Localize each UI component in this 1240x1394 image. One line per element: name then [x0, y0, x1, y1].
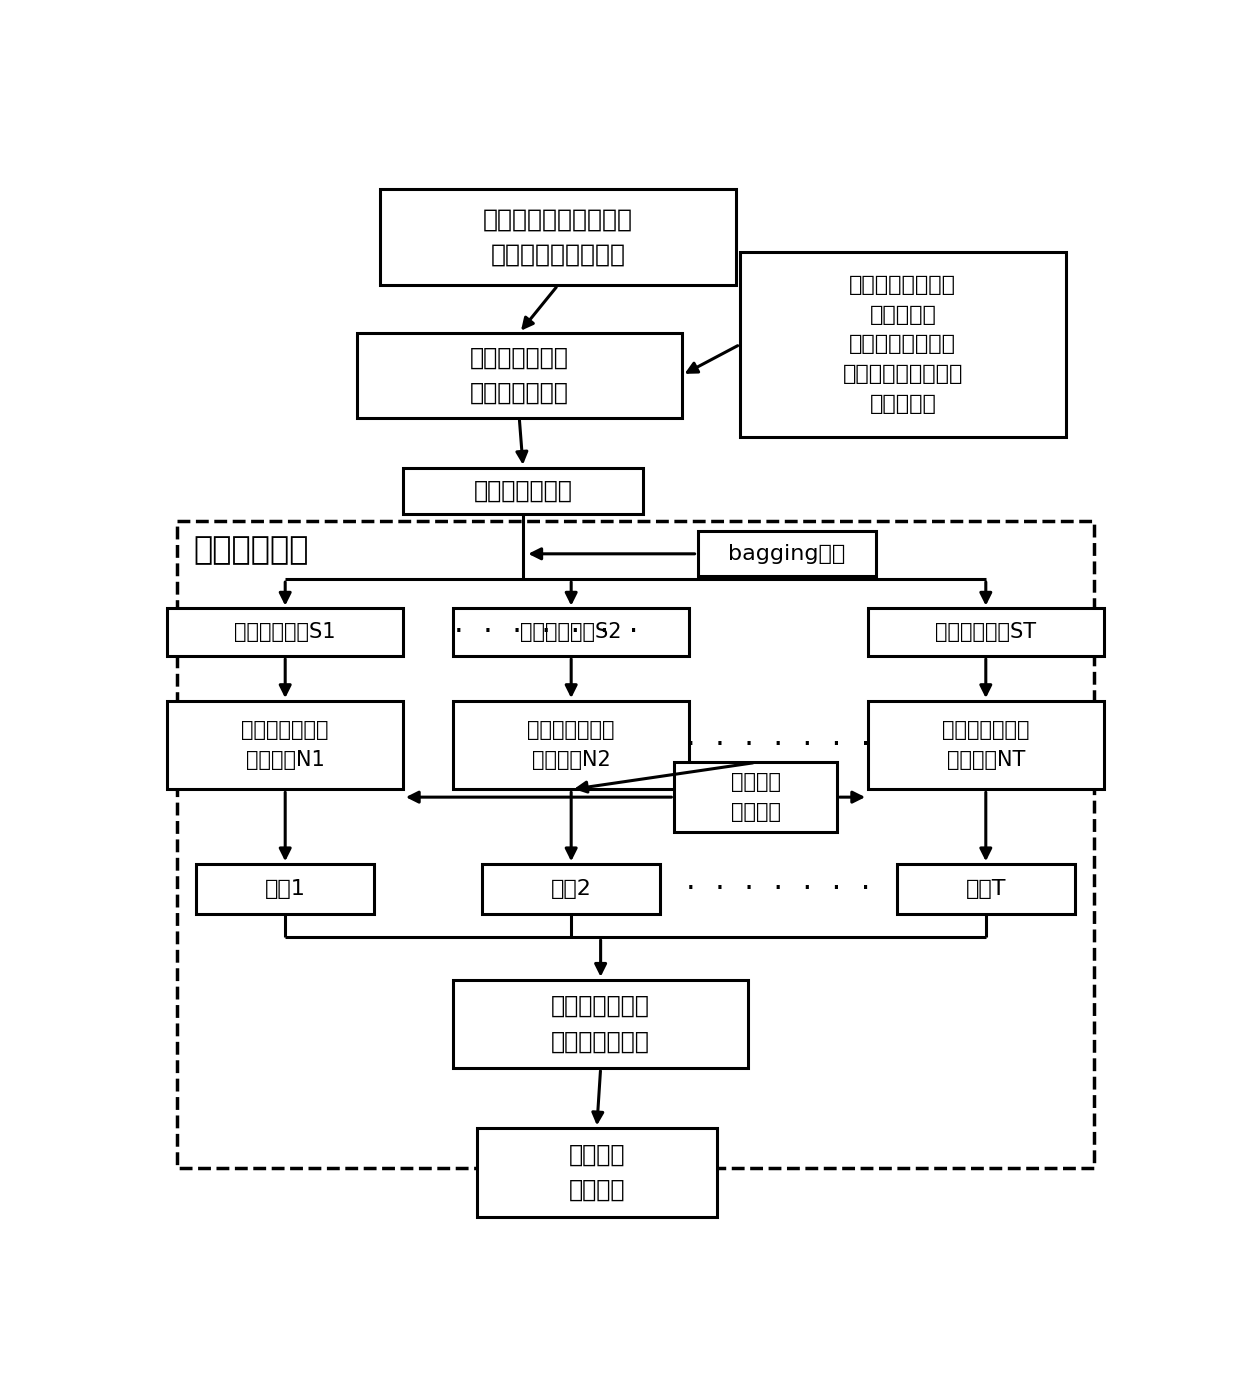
Bar	[454, 980, 748, 1068]
Bar	[868, 609, 1104, 657]
Text: 结果2: 结果2	[551, 880, 591, 899]
Text: 基于加权平均法
的神经网络集成: 基于加权平均法 的神经网络集成	[552, 994, 650, 1054]
Text: 待测电缆
样品参数: 待测电缆 样品参数	[730, 772, 781, 822]
Text: bagging技术: bagging技术	[728, 544, 846, 563]
Bar	[357, 333, 682, 418]
Text: 主绝缘断裂伸长率
主绝缘硬度
主绝缘体积电阻率
主绝缘介质损耗因数
局部放电量: 主绝缘断裂伸长率 主绝缘硬度 主绝缘体积电阻率 主绝缘介质损耗因数 局部放电量	[843, 275, 963, 414]
Bar	[482, 864, 660, 914]
Text: 电缆绝缘状态评
估子模型NT: 电缆绝缘状态评 估子模型NT	[942, 721, 1029, 769]
Bar	[379, 188, 737, 286]
Text: 结果T: 结果T	[966, 880, 1006, 899]
Text: 子训练样本集S1: 子训练样本集S1	[234, 622, 336, 643]
Bar	[476, 1128, 717, 1217]
Text: 子训练样本集ST: 子训练样本集ST	[935, 622, 1037, 643]
Text: 结果1: 结果1	[265, 880, 305, 899]
Bar	[868, 701, 1104, 789]
Bar	[740, 252, 1065, 436]
Text: 电缆绝缘
状态输出: 电缆绝缘 状态输出	[568, 1143, 625, 1202]
Bar	[454, 701, 689, 789]
Bar	[167, 609, 403, 657]
Text: 电缆绝缘状态评
估子模型N1: 电缆绝缘状态评 估子模型N1	[242, 721, 329, 769]
Bar	[196, 864, 374, 914]
Text: 基于神经网络集成的电
缆绝缘状态评估方法: 基于神经网络集成的电 缆绝缘状态评估方法	[484, 208, 632, 266]
Text: 神经网络集成: 神经网络集成	[193, 535, 309, 566]
Text: ·  ·  ·  ·  ·  ·  ·: · · · · · · ·	[686, 730, 870, 760]
Text: 子训练样本集S2: 子训练样本集S2	[521, 622, 622, 643]
Text: ·  ·  ·  ·  ·  ·  ·: · · · · · · ·	[454, 618, 639, 647]
Bar	[176, 521, 1094, 1168]
Bar	[697, 531, 875, 576]
Bar	[167, 701, 403, 789]
Text: 不同绝缘状态电
缆特征参数测量: 不同绝缘状态电 缆特征参数测量	[470, 346, 569, 404]
Bar	[454, 609, 689, 657]
Text: 电缆绝缘状态评
估子模型N2: 电缆绝缘状态评 估子模型N2	[527, 721, 615, 769]
Text: 初始训练样本集: 初始训练样本集	[474, 478, 573, 503]
Bar	[897, 864, 1075, 914]
Text: ·  ·  ·  ·  ·  ·  ·: · · · · · · ·	[686, 874, 870, 903]
Bar	[675, 763, 837, 832]
Bar	[403, 467, 644, 514]
